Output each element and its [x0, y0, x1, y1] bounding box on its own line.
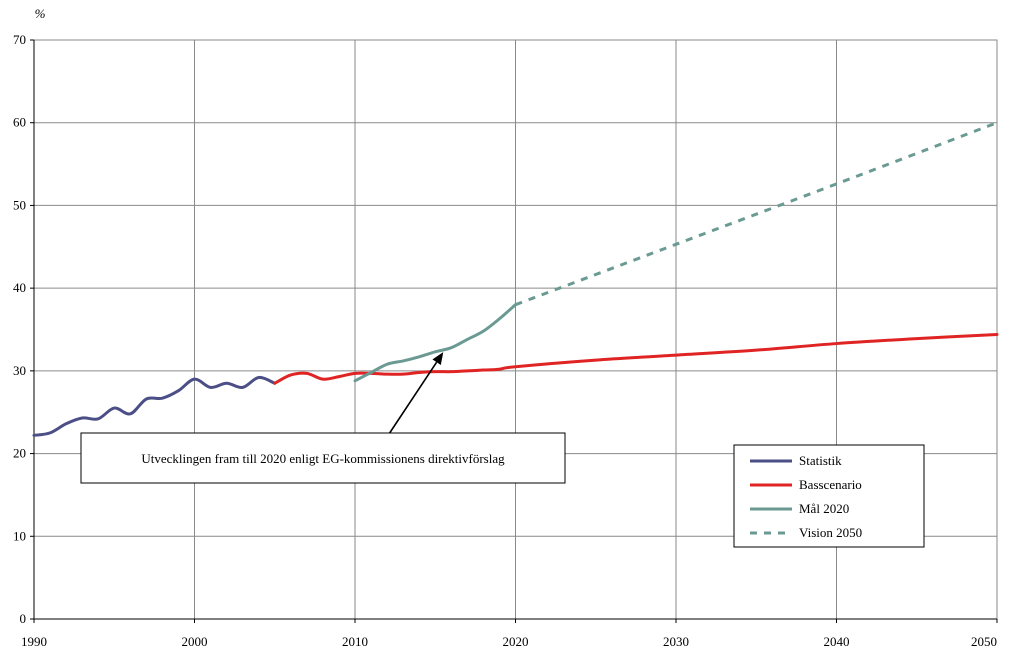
- y-tick-label: 60: [13, 115, 26, 130]
- x-tick-label: 2000: [182, 634, 208, 649]
- legend-label: Vision 2050: [799, 525, 862, 540]
- y-tick-label: 30: [13, 363, 26, 378]
- x-tick-label: 2050: [971, 634, 997, 649]
- series-line-vision-2050: [514, 121, 998, 307]
- legend-label: Mål 2020: [799, 501, 849, 516]
- x-tick-label: 2030: [663, 634, 689, 649]
- series-line-m-l-2020: [353, 303, 517, 383]
- series-line-basscenario: [273, 332, 999, 385]
- y-axis-unit: %: [35, 6, 46, 21]
- x-tick-label: 2020: [503, 634, 529, 649]
- x-axis: 1990 2000 2010 2020 2030 2040 2050: [21, 619, 998, 649]
- y-tick-label: 10: [13, 528, 26, 543]
- annotation-arrow: [384, 361, 438, 441]
- y-tick-label: 0: [20, 611, 27, 626]
- x-tick-label: 1990: [21, 634, 47, 649]
- legend-label: Basscenario: [799, 477, 862, 492]
- annotation: Utvecklingen fram till 2020 enligt EG-ko…: [80, 352, 566, 484]
- annotation-box: [80, 432, 566, 484]
- legend: Statistik Basscenario Mål 2020 Vision 2050: [733, 444, 925, 548]
- series-lines: [32, 121, 999, 437]
- annotation-arrow-head: [432, 352, 444, 365]
- x-tick-label: 2040: [824, 634, 850, 649]
- series-line-statistik: [32, 375, 277, 437]
- y-tick-label: 70: [13, 32, 26, 47]
- y-tick-label: 20: [13, 446, 26, 461]
- legend-label: Statistik: [799, 453, 842, 468]
- y-tick-label: 50: [13, 197, 26, 212]
- y-axis: 0 10 20 30 40 50 60 70: [13, 32, 34, 626]
- x-tick-label: 2010: [342, 634, 368, 649]
- y-tick-label: 40: [13, 280, 26, 295]
- annotation-text: Utvecklingen fram till 2020 enligt EG-ko…: [141, 451, 505, 466]
